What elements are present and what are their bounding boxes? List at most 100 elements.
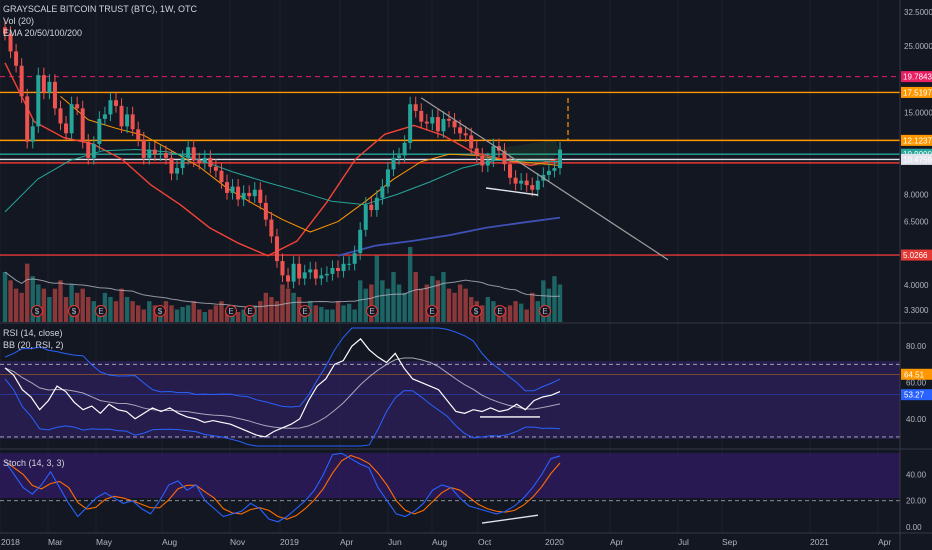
candle-body	[447, 118, 451, 121]
volume-bar	[446, 288, 452, 322]
candle-body	[280, 261, 285, 276]
volume-bar	[346, 303, 352, 322]
volume-bar	[8, 280, 13, 322]
volume-bar	[208, 309, 213, 322]
bb-lower-line	[4, 378, 561, 447]
volume-bar	[513, 301, 518, 322]
candle-body	[202, 157, 207, 163]
candle-body	[291, 263, 296, 282]
candle-body	[119, 105, 124, 127]
ema-legend: EMA 20/50/100/200	[3, 28, 82, 38]
volume-bar	[58, 280, 63, 322]
event-marker-letter: E	[497, 307, 502, 316]
volume-bar	[197, 309, 202, 322]
time-tick-label: Jun	[388, 537, 402, 547]
volume-bar	[52, 288, 58, 322]
candle-body	[402, 142, 407, 156]
volume-bar	[535, 301, 540, 322]
bb-legend: BB (20, RSI, 2)	[3, 340, 64, 350]
event-marker-letter: $	[35, 307, 40, 316]
price-level-tag-label: 19.7843	[903, 73, 932, 82]
time-axis: 2018 Mar May Aug Nov 2019 Apr Jun Aug Oct 2020 Apr J…	[1, 537, 891, 547]
price-level-tag	[901, 134, 932, 146]
candle-body	[163, 153, 168, 158]
candle-body	[413, 104, 418, 111]
candle-body	[141, 139, 146, 158]
candle-body	[352, 253, 357, 264]
event-marker	[244, 305, 256, 317]
volume-ma-line	[4, 271, 561, 308]
ema-line	[4, 149, 561, 213]
volume-bar	[258, 301, 263, 322]
volume-legend: Vol (20)	[3, 16, 34, 26]
candle-body	[558, 149, 562, 169]
candle-body	[530, 185, 535, 190]
candle-body	[91, 143, 96, 158]
candle-body	[319, 275, 324, 279]
event-marker	[426, 305, 438, 317]
candle-body	[80, 108, 85, 142]
candle-body	[247, 192, 252, 197]
candle-body	[435, 117, 440, 132]
volume-bar	[169, 305, 174, 322]
volume-bar	[13, 288, 19, 322]
volume-bar	[63, 297, 69, 322]
event-marker	[299, 305, 311, 317]
rsi-value-tag	[901, 368, 932, 380]
candle-body	[236, 186, 241, 200]
candle-body	[491, 146, 496, 161]
grid-lines	[0, 0, 879, 533]
candle-body	[52, 81, 57, 109]
stoch-pane: 40.00 20.00 0.00	[0, 452, 927, 532]
candle-body	[30, 126, 35, 142]
volume-bar	[141, 309, 146, 322]
volume-bar	[363, 288, 368, 322]
candle-body	[58, 108, 63, 124]
rsi-tick-label: 40.00	[906, 415, 927, 424]
candle-body	[324, 273, 329, 276]
price-level-tag	[901, 71, 932, 83]
price-tick-label: 3.3000	[904, 306, 929, 315]
volume-bar	[113, 301, 119, 322]
ema-line	[337, 216, 561, 257]
volume-bar	[191, 301, 196, 322]
divergence-line	[485, 187, 539, 196]
candle-body	[336, 268, 340, 271]
candle-body	[191, 147, 196, 161]
candle-body	[480, 155, 485, 166]
volume-bar	[413, 272, 418, 322]
candle-body	[313, 269, 318, 279]
time-tick-label: Mar	[48, 537, 63, 547]
event-marker-letter: $	[158, 307, 163, 316]
event-marker	[31, 305, 43, 317]
time-tick-label: 2019	[280, 537, 299, 547]
volume-bar	[430, 276, 435, 322]
candle-body	[114, 100, 118, 106]
volume-bar	[263, 292, 269, 322]
volume-bar	[69, 284, 74, 322]
time-tick-label: Sep	[722, 537, 737, 547]
candle-body	[75, 104, 80, 109]
ema-line	[4, 62, 561, 257]
stoch-tick-label: 20.00	[906, 497, 927, 506]
volume-bar	[130, 301, 135, 322]
candle-body	[169, 157, 174, 174]
price-level-tag-label: 17.5197	[903, 88, 932, 97]
volume-bar	[396, 284, 402, 322]
stoch-tick-label: 0.00	[906, 523, 922, 532]
rsi-band	[0, 361, 900, 439]
event-marker-letter: E	[429, 307, 434, 316]
stoch-divergence-line	[481, 514, 539, 524]
event-marker	[539, 305, 551, 317]
candle-body	[297, 263, 302, 279]
volume-bar	[557, 284, 563, 322]
candle-body	[341, 263, 346, 271]
candle-body	[408, 104, 413, 143]
stoch-band	[0, 453, 900, 498]
volume-bar	[80, 288, 85, 322]
candle-body	[8, 33, 13, 52]
candle-body	[430, 117, 435, 124]
event-marker	[470, 305, 482, 317]
volume-bar	[180, 307, 185, 322]
volume-bar	[235, 312, 241, 322]
